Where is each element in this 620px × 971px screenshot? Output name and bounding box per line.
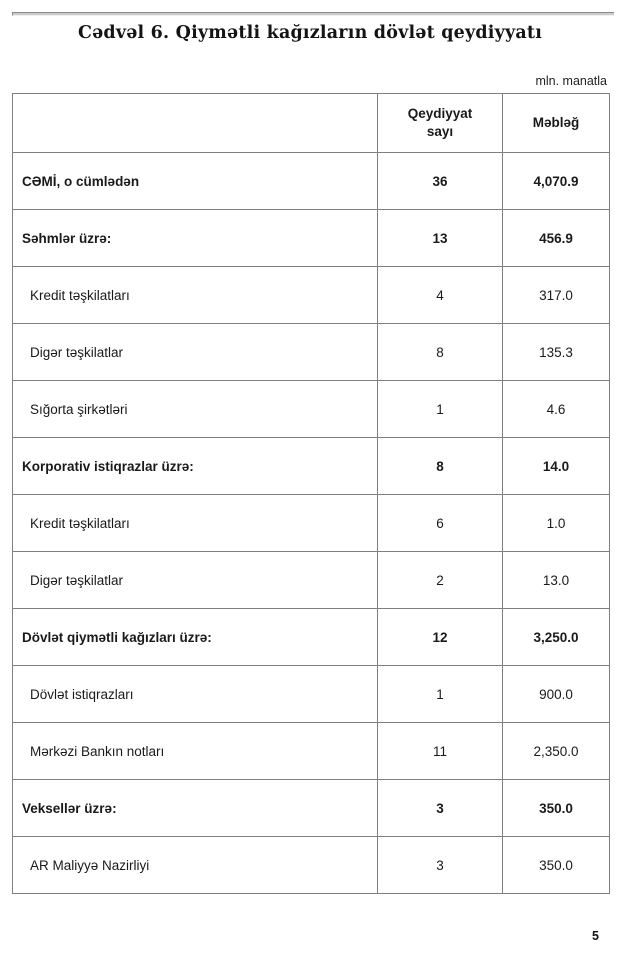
row-registration-count: 2 (377, 551, 503, 609)
row-label: Veksellər üzrə: (12, 779, 378, 837)
row-amount: 317.0 (502, 266, 610, 324)
row-label: Mərkəzi Bankın notları (12, 722, 378, 780)
row-label: Dövlət qiymətli kağızları üzrə: (12, 608, 378, 666)
row-amount: 135.3 (502, 323, 610, 381)
row-amount: 14.0 (502, 437, 610, 495)
row-amount: 456.9 (502, 209, 610, 267)
table-row: Dövlət qiymətli kağızları üzrə: 12 3,250.0 (12, 608, 610, 666)
header-amount: Məbləğ (502, 93, 610, 153)
page-title: Cədvəl 6. Qiymətli kağızların dövlət qey… (77, 23, 543, 43)
row-registration-count: 8 (377, 323, 503, 381)
table-row: Veksellər üzrə: 3 350.0 (12, 779, 610, 837)
table-row: AR Maliyyə Nazirliyi 3 350.0 (12, 836, 610, 894)
row-label: Səhmlər üzrə: (12, 209, 378, 267)
row-registration-count: 4 (377, 266, 503, 324)
row-registration-count: 3 (377, 836, 503, 894)
table-row: Mərkəzi Bankın notları 11 2,350.0 (12, 722, 610, 780)
row-registration-count: 1 (377, 380, 503, 438)
header-label-cell (12, 93, 378, 153)
row-registration-count: 11 (377, 722, 503, 780)
row-amount: 350.0 (502, 779, 610, 837)
row-registration-count: 8 (377, 437, 503, 495)
row-label: Kredit təşkilatları (12, 266, 378, 324)
unit-note: mln. manatla (535, 74, 607, 88)
row-amount: 900.0 (502, 665, 610, 723)
table-row: Dövlət istiqrazları 1 900.0 (12, 665, 610, 723)
table-row: Kredit təşkilatları 6 1.0 (12, 494, 610, 552)
row-registration-count: 36 (377, 152, 503, 210)
header-registration-count: Qeydiyyat sayı (377, 93, 503, 153)
row-label: AR Maliyyə Nazirliyi (12, 836, 378, 894)
table-row: Korporativ istiqrazlar üzrə: 8 14.0 (12, 437, 610, 495)
table-row: Səhmlər üzrə: 13 456.9 (12, 209, 610, 267)
row-amount: 350.0 (502, 836, 610, 894)
row-amount: 1.0 (502, 494, 610, 552)
table-row: Digər təşkilatlar 2 13.0 (12, 551, 610, 609)
row-registration-count: 3 (377, 779, 503, 837)
row-label: Kredit təşkilatları (12, 494, 378, 552)
row-label: Digər təşkilatlar (12, 323, 378, 381)
row-amount: 2,350.0 (502, 722, 610, 780)
row-label: Dövlət istiqrazları (12, 665, 378, 723)
row-registration-count: 12 (377, 608, 503, 666)
row-label: Korporativ istiqrazlar üzrə: (12, 437, 378, 495)
table-row: Sığorta şirkətləri 1 4.6 (12, 380, 610, 438)
row-registration-count: 13 (377, 209, 503, 267)
securities-registration-table: Qeydiyyat sayı Məbləğ CƏMİ, o cümlədən 36… (12, 93, 610, 894)
table-row: Digər təşkilatlar 8 135.3 (12, 323, 610, 381)
table-row: CƏMİ, o cümlədən 36 4,070.9 (12, 152, 610, 210)
row-amount: 13.0 (502, 551, 610, 609)
row-label: CƏMİ, o cümlədən (12, 152, 378, 210)
row-amount: 4,070.9 (502, 152, 610, 210)
row-label: Sığorta şirkətləri (12, 380, 378, 438)
page-number: 5 (592, 929, 599, 943)
row-amount: 4.6 (502, 380, 610, 438)
table-row: Kredit təşkilatları 4 317.0 (12, 266, 610, 324)
row-amount: 3,250.0 (502, 608, 610, 666)
row-registration-count: 6 (377, 494, 503, 552)
header-rule (12, 12, 614, 16)
table-header-row: Qeydiyyat sayı Məbləğ (12, 93, 610, 153)
row-label: Digər təşkilatlar (12, 551, 378, 609)
row-registration-count: 1 (377, 665, 503, 723)
